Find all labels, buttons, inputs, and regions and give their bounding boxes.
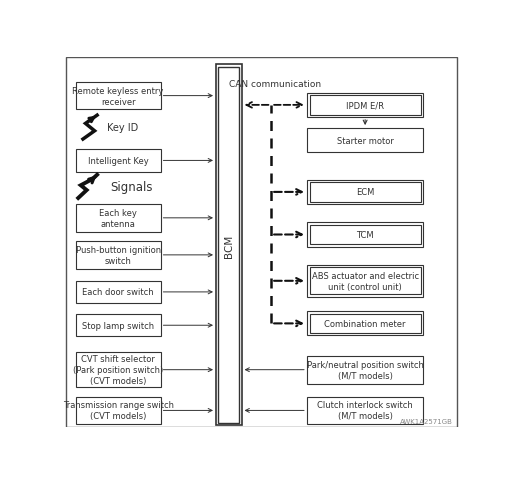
Text: Each key
antenna: Each key antenna [99, 208, 137, 228]
Text: TCM: TCM [356, 230, 373, 240]
Text: Remote keyless entry
receiver: Remote keyless entry receiver [72, 86, 163, 107]
Bar [75, 150, 160, 172]
Text: Transmission range switch
(CVT models): Transmission range switch (CVT models) [63, 400, 173, 420]
Text: Combination meter: Combination meter [324, 319, 405, 328]
Text: BCM: BCM [223, 235, 233, 258]
Bar [306, 223, 422, 247]
Bar [75, 396, 160, 424]
Bar [306, 265, 422, 297]
Bar [309, 268, 420, 295]
Text: Push-button ignition
switch: Push-button ignition switch [75, 245, 160, 265]
Bar [75, 281, 160, 303]
Text: IPDM E/R: IPDM E/R [346, 101, 383, 110]
Text: ABS actuator and electric
unit (control unit): ABS actuator and electric unit (control … [311, 271, 418, 291]
Text: Stop lamp switch: Stop lamp switch [82, 321, 154, 330]
Text: Each door switch: Each door switch [82, 288, 154, 297]
Text: Signals: Signals [110, 180, 153, 193]
Bar [75, 241, 160, 269]
Text: AWK1A2571GB: AWK1A2571GB [400, 418, 452, 424]
Bar [309, 183, 420, 202]
Text: Starter motor: Starter motor [336, 136, 393, 145]
Text: Intelligent Key: Intelligent Key [88, 156, 148, 166]
Bar [306, 129, 422, 153]
Bar [218, 68, 239, 423]
Text: ECM: ECM [355, 188, 374, 197]
Bar [309, 96, 420, 116]
Text: Park/neutral position switch
(M/T models): Park/neutral position switch (M/T models… [306, 360, 423, 380]
Text: CVT shift selector
(Park position switch)
(CVT models): CVT shift selector (Park position switch… [73, 354, 163, 385]
Bar [306, 356, 422, 384]
Bar [306, 396, 422, 424]
Text: Key ID: Key ID [107, 123, 138, 133]
Text: CAN communication: CAN communication [229, 80, 321, 89]
Bar [306, 94, 422, 118]
Bar [215, 65, 241, 425]
Bar [306, 180, 422, 204]
Text: Clutch interlock switch
(M/T models): Clutch interlock switch (M/T models) [317, 400, 412, 420]
Bar [75, 314, 160, 336]
Bar [306, 312, 422, 336]
Bar [309, 225, 420, 245]
Bar [309, 314, 420, 334]
Bar [75, 204, 160, 232]
Bar [75, 352, 160, 387]
Bar [75, 83, 160, 110]
